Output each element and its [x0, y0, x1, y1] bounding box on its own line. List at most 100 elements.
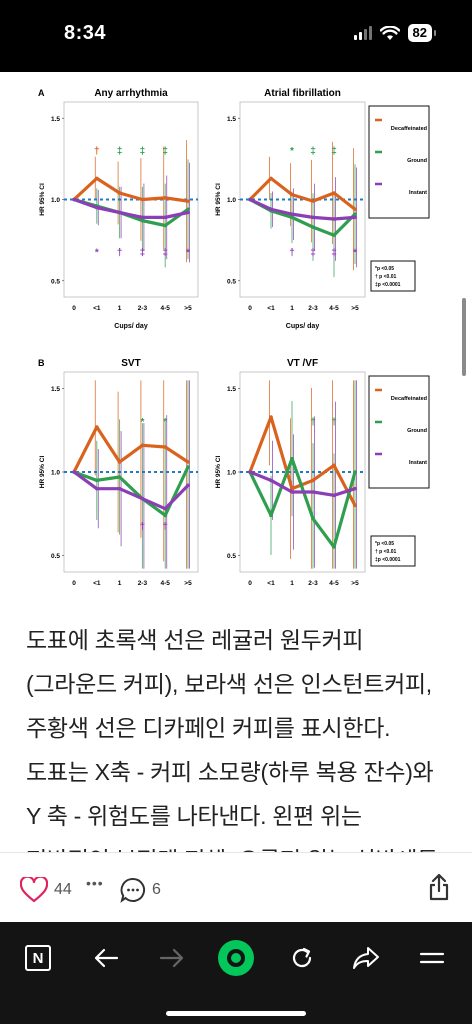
series-point — [163, 196, 167, 200]
series-point — [248, 197, 252, 202]
home-letter: N — [32, 949, 44, 967]
series-line-instant — [249, 470, 356, 497]
y-axis-label: HR 95% CI — [215, 456, 222, 489]
chart-panel-0: A Any arrhythmia HR 95% CI 1.5 1.0 0.5 0 <1 1 2-3… — [38, 88, 199, 330]
series-point — [332, 217, 336, 221]
y-tick-label: 1.0 — [227, 197, 236, 204]
series-point — [163, 506, 167, 511]
share-button[interactable] — [428, 873, 450, 901]
article-content[interactable]: A Any arrhythmia HR 95% CI 1.5 1.0 0.5 0 <1 1 2-3… — [0, 72, 472, 852]
y-tick-label: 1.5 — [227, 386, 236, 393]
series-point — [269, 478, 273, 483]
series-line-decaf — [72, 176, 189, 203]
significance-mark: † — [289, 248, 295, 259]
x-tick-label: 1 — [290, 580, 294, 587]
x-tick-label: 4-5 — [160, 305, 170, 312]
series-point — [311, 215, 315, 220]
y-tick-label: 1.0 — [51, 197, 60, 204]
heart-icon — [20, 877, 48, 903]
like-button[interactable]: 44 — [20, 877, 72, 903]
series-point — [186, 465, 190, 469]
wifi-icon — [379, 25, 400, 40]
forward-share-icon — [353, 947, 379, 969]
y-tick-label: 0.5 — [227, 278, 236, 285]
series-point — [269, 176, 273, 181]
pvalue-note-box — [370, 260, 416, 292]
series-point — [117, 210, 122, 215]
pvalue-note: ‡p <0.0001 — [375, 557, 401, 563]
significance-mark: ‡ — [140, 146, 146, 157]
share-page-button[interactable] — [344, 936, 388, 980]
scrollbar-thumb[interactable] — [462, 298, 466, 376]
engagement-bar: 44 ••• 6 — [0, 852, 472, 922]
series-point — [290, 215, 294, 220]
naver-n-icon: N — [25, 945, 51, 971]
pvalue-note-box — [370, 535, 416, 567]
x-tick-label: 2-3 — [308, 305, 318, 312]
series-point — [140, 197, 145, 202]
panel-letter: B — [38, 358, 45, 368]
series-point — [311, 516, 315, 521]
signal-icon — [353, 26, 372, 40]
menu-button[interactable] — [410, 936, 454, 980]
series-point — [163, 513, 167, 518]
battery-level: 82 — [407, 24, 432, 42]
x-tick-label: <1 — [93, 580, 101, 587]
series-point — [353, 503, 357, 508]
series-point — [186, 199, 190, 203]
x-tick-label: >5 — [184, 580, 192, 587]
y-tick-label: 1.5 — [51, 386, 60, 393]
x-tick-label: 4-5 — [329, 305, 339, 312]
pvalue-note: † p <0.01 — [375, 549, 396, 555]
refresh-button[interactable] — [280, 936, 324, 980]
significance-mark: * — [290, 146, 294, 157]
series-point — [332, 493, 336, 498]
significance-mark: ‡ — [162, 146, 168, 157]
article-paragraph: 도표에 초록색 선은 레귤러 원두커피(그라운드 커피), 보라색 선은 인스턴… — [26, 627, 444, 852]
series-point — [269, 415, 273, 419]
forward-button[interactable] — [150, 936, 194, 980]
legend-label: Instant — [409, 190, 427, 196]
x-tick-label: 4-5 — [329, 580, 339, 587]
x-tick-label: 2-3 — [138, 580, 148, 587]
series-point — [269, 513, 273, 518]
refresh-icon — [292, 947, 312, 968]
more-options-button[interactable]: ••• — [86, 875, 104, 891]
significance-mark: * — [140, 417, 144, 428]
x-tick-label: 4-5 — [160, 580, 170, 587]
y-axis-label: HR 95% CI — [39, 183, 46, 216]
series-point — [311, 490, 315, 494]
legend-label: Decaffeinated — [391, 126, 427, 132]
legend-label: Instant — [409, 460, 427, 466]
back-button[interactable] — [84, 936, 128, 980]
x-tick-label: <1 — [93, 305, 101, 312]
legend-label: Decaffeinated — [391, 396, 427, 402]
series-point — [117, 486, 122, 491]
significance-mark: * — [353, 248, 357, 259]
legend-box — [368, 375, 430, 489]
comment-count: 6 — [152, 881, 161, 898]
home-button[interactable]: N — [16, 936, 60, 980]
pvalue-note: ‡p <0.0001 — [375, 282, 401, 288]
panel-letter: A — [38, 88, 45, 98]
series-line-decaf — [72, 425, 189, 473]
series-point — [353, 470, 357, 474]
series-line-instant — [73, 197, 189, 219]
series-point — [186, 210, 190, 215]
y-tick-label: 1.0 — [51, 470, 60, 477]
series-point — [163, 445, 167, 449]
significance-mark: ‡ — [310, 146, 316, 157]
status-bar: 8:34 82 — [0, 0, 472, 72]
more-dots: ••• — [86, 875, 104, 891]
pvalue-note: *p <0.05 — [375, 266, 394, 272]
significance-mark: * — [186, 248, 190, 259]
green-dot-button[interactable] — [214, 936, 258, 980]
series-point — [311, 478, 315, 483]
significance-mark: * — [163, 417, 167, 428]
series-point — [332, 463, 336, 468]
significance-mark: † — [94, 146, 100, 157]
like-count: 44 — [54, 881, 72, 898]
comment-button[interactable]: 6 — [120, 877, 161, 903]
legend-label: Ground — [407, 428, 427, 434]
